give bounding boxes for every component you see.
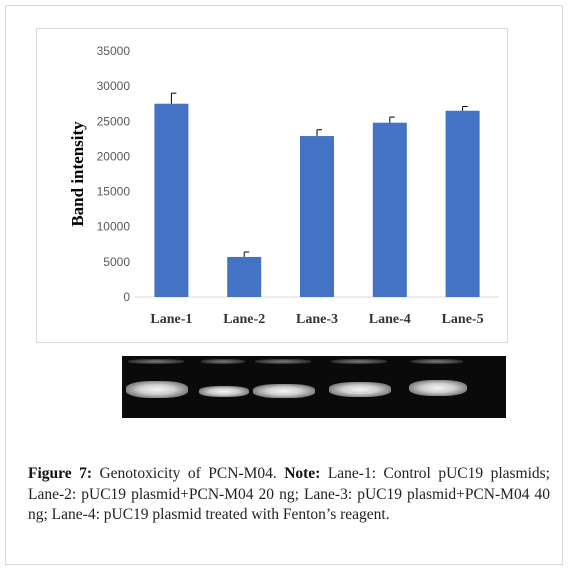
y-tick-label: 20000: [97, 149, 131, 163]
x-tick-label: Lane-1: [150, 312, 192, 327]
x-tick-label: Lane-5: [442, 312, 484, 327]
y-tick-label: 15000: [97, 185, 131, 199]
bar-chart-panel: 35000 30000 25000 20000 15000 10000 5000 0 Band …: [36, 28, 508, 343]
figure-title-text: Genotoxicity of PCN-M04.: [92, 465, 285, 482]
note-label: Note:: [284, 465, 321, 482]
y-tick-label: 5000: [103, 255, 130, 269]
y-tick-label: 30000: [97, 79, 131, 93]
gel-band: [253, 384, 315, 398]
gel-band: [199, 386, 249, 397]
bar: [154, 103, 189, 297]
bar-chart: 35000 30000 25000 20000 15000 10000 5000 0 Band …: [68, 44, 499, 327]
x-tick-label: Lane-4: [369, 312, 411, 327]
gel-band-upper: [331, 359, 387, 364]
bar: [372, 122, 407, 297]
y-axis-title: Band intensity: [68, 121, 87, 227]
figure-frame: 35000 30000 25000 20000 15000 10000 5000 0 Band …: [5, 5, 563, 565]
x-tick-label: Lane-3: [296, 312, 338, 327]
gel-band-upper: [128, 359, 184, 364]
gel-band: [126, 381, 188, 398]
gel-band: [329, 382, 391, 397]
y-tick-label: 0: [123, 290, 130, 304]
bar: [300, 136, 334, 297]
y-tick-label: 25000: [97, 114, 131, 128]
note-text: Lane-1: Control pUC19 plasmids; Lane-2: …: [28, 465, 550, 523]
bar: [227, 256, 262, 297]
bar: [445, 110, 480, 297]
gel-electrophoresis-image: [122, 356, 506, 418]
x-tick-label: Lane-2: [223, 312, 265, 327]
gel-band-upper: [411, 359, 463, 364]
figure-caption: Figure 7: Genotoxicity of PCN-M04. Note:…: [28, 464, 550, 526]
gel-band-upper: [255, 359, 311, 364]
y-tick-label: 10000: [97, 220, 131, 234]
gel-band: [409, 380, 467, 396]
y-tick-label: 35000: [97, 44, 131, 58]
gel-band-upper: [201, 359, 245, 364]
figure-label: Figure 7:: [28, 465, 93, 482]
